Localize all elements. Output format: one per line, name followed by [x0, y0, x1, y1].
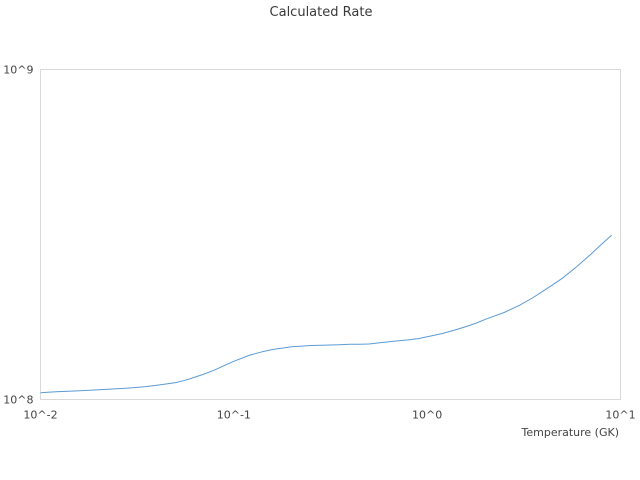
x-tick-label: 10^1	[605, 409, 635, 422]
plot-area	[40, 69, 621, 400]
chart-title: Calculated Rate	[270, 5, 373, 20]
x-tick-label: 10^-2	[23, 409, 57, 422]
x-axis-label: Temperature (GK)	[521, 426, 620, 439]
series-line-0	[40, 234, 613, 394]
x-tick-label: 10^-1	[217, 409, 251, 422]
x-tick-label: 10^0	[412, 409, 442, 422]
y-tick-label: 10^8	[3, 394, 33, 407]
y-tick-label: 10^9	[3, 64, 33, 77]
